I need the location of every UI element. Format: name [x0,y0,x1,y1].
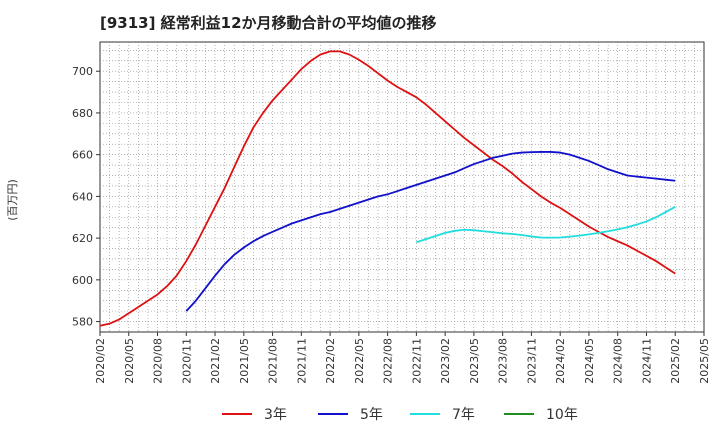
x-tick-label: 2024/08 [612,338,625,384]
x-tick-label: 2024/11 [640,338,653,384]
y-axis-title: (百万円) [6,179,19,221]
chart-title: [9313] 経常利益12か月移動合計の平均値の推移 [100,14,437,32]
x-tick-label: 2022/05 [353,338,366,384]
y-tick-label: 640 [72,190,93,203]
x-tick-label: 2021/02 [209,338,222,384]
y-axis: 580 600 620 640 660 680 700 [72,65,100,329]
x-tick-label: 2021/05 [238,338,251,384]
x-tick-label: 2025/05 [698,338,711,384]
y-tick-label: 660 [72,149,93,162]
legend-label-1: 5年 [360,407,383,423]
x-tick-label: 2022/02 [324,338,337,384]
series-layer [99,50,676,327]
y-tick-label: 680 [72,107,93,120]
x-tick-label: 2024/05 [583,338,596,384]
legend-label-3: 10年 [546,407,578,423]
x-tick-label: 2023/11 [525,338,538,384]
x-tick-label: 2022/11 [410,338,423,384]
y-tick-label: 600 [72,274,93,287]
x-tick-label: 2020/05 [123,338,136,384]
x-tick-label: 2021/08 [267,338,280,384]
y-tick-label: 620 [72,232,93,245]
x-tick-label: 2023/02 [439,338,452,384]
x-tick-label: 2023/05 [468,338,481,384]
x-tick-label: 2025/02 [669,338,682,384]
series-line-1 [185,151,676,312]
legend-label-2: 7年 [452,407,475,423]
y-tick-label: 580 [72,316,93,329]
x-tick-label: 2021/11 [295,338,308,384]
plot-area [99,41,705,333]
x-tick-label: 2020/11 [180,338,193,384]
x-tick-label: 2022/08 [382,338,395,384]
legend: 3年 5年 7年 10年 [222,407,578,423]
series-line-2 [416,206,676,244]
x-tick-label: 2023/08 [497,338,510,384]
y-tick-label: 700 [72,65,93,78]
x-axis: 2020/02 2020/05 2020/08 2020/11 2021/02 2021/… [94,332,711,384]
x-tick-label: 2024/02 [554,338,567,384]
x-tick-label: 2020/08 [152,338,165,384]
legend-label-0: 3年 [264,407,287,423]
series-line-0 [99,50,676,327]
x-tick-label: 2020/02 [94,338,107,384]
